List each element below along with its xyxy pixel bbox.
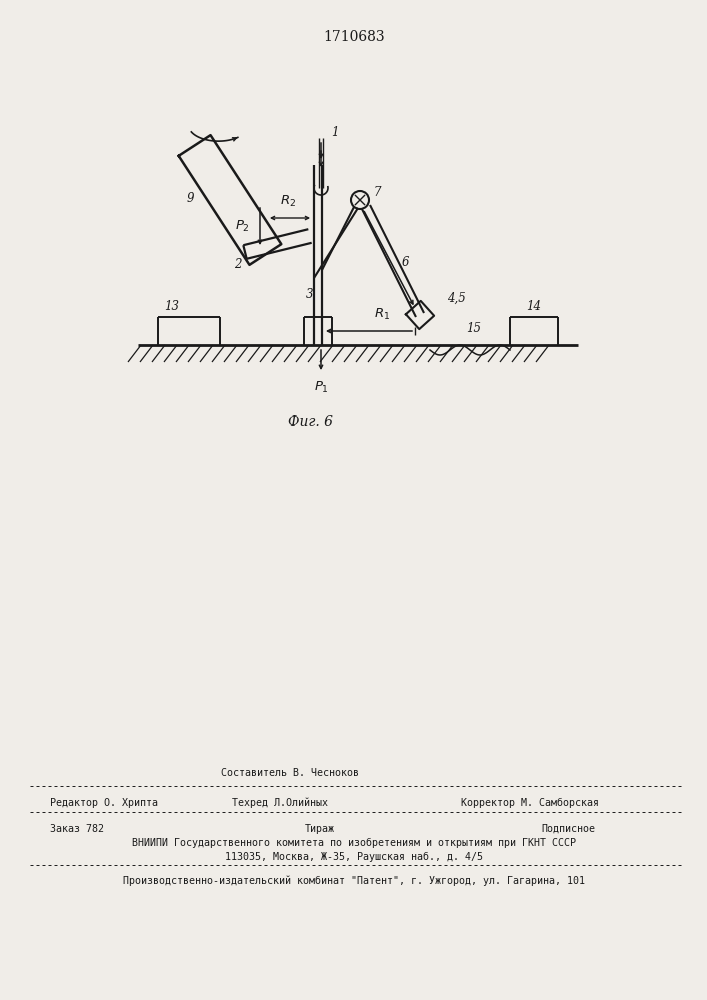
Text: 13: 13 [165,300,180,313]
Text: 6: 6 [402,256,409,269]
Text: Заказ 782: Заказ 782 [50,824,104,834]
Text: $P_2$: $P_2$ [235,218,250,234]
Text: 15: 15 [467,322,481,335]
Text: $R_1$: $R_1$ [374,307,390,322]
Text: Техред Л.Олийных: Техред Л.Олийных [232,798,328,808]
Text: 7: 7 [374,186,382,198]
Text: Составитель В. Чесноков: Составитель В. Чесноков [221,768,359,778]
Text: 14: 14 [527,300,542,313]
Text: $R_2$: $R_2$ [280,194,296,209]
Text: ВНИИПИ Государственного комитета по изобретениям и открытиям при ГКНТ СССР: ВНИИПИ Государственного комитета по изоб… [132,838,576,848]
Text: Фиг. 6: Фиг. 6 [288,415,332,429]
Text: 1: 1 [331,125,339,138]
Text: Редактор О. Хрипта: Редактор О. Хрипта [50,798,158,808]
Text: $P_1$: $P_1$ [313,380,329,395]
Text: 2: 2 [234,258,242,271]
Text: 4,5: 4,5 [447,292,466,304]
Text: 9: 9 [186,192,194,205]
Text: Подписное: Подписное [541,824,595,834]
Text: 1710683: 1710683 [323,30,385,44]
Text: Корректор М. Самборская: Корректор М. Самборская [461,798,599,808]
Text: Тираж: Тираж [305,824,335,834]
Text: 113035, Москва, Ж-35, Раушская наб., д. 4/5: 113035, Москва, Ж-35, Раушская наб., д. … [225,852,483,862]
Text: Производственно-издательский комбинат "Патент", г. Ужгород, ул. Гагарина, 101: Производственно-издательский комбинат "П… [123,876,585,886]
Text: 3: 3 [305,288,313,302]
